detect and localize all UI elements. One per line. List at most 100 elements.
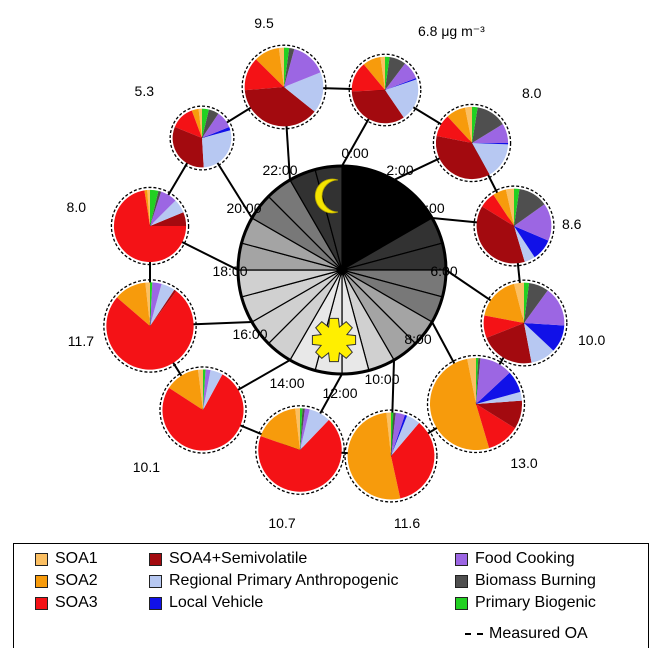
pie-slice-food-cooking: [284, 49, 321, 87]
pie-2000: [169, 105, 235, 171]
legend-swatch: [149, 552, 162, 566]
pie-slice-biomass-burning: [202, 109, 219, 138]
pie-slice-soa1: [278, 47, 284, 87]
clock-dial: [149, 86, 525, 457]
pie-slice-regional-primary-anthropogenic: [150, 200, 184, 226]
pie-total-label: 8.0: [522, 85, 542, 101]
measured-oa-outline: [473, 185, 555, 267]
pie-slice-soa1: [198, 108, 202, 138]
pie-slice-local-vehicle: [514, 226, 549, 258]
clock-time-label: 4:00: [417, 200, 444, 216]
pie-slice-soa1: [295, 408, 300, 450]
clock-time-label: 20:00: [226, 200, 261, 216]
pie-1000: [344, 409, 438, 503]
pie-slice-soa3: [113, 190, 187, 263]
pie-slice-soa3: [483, 315, 524, 338]
pie-slice-soa3: [391, 422, 435, 499]
pie-slice-food-cooking: [391, 412, 405, 456]
legend-label: SOA3: [55, 594, 98, 611]
pie-slice-soa3: [436, 116, 472, 143]
pie-total-label: 6.8 μg m⁻³: [418, 23, 485, 39]
pie-total-label: 13.0: [510, 455, 537, 471]
clock-time-label: 18:00: [212, 263, 247, 279]
pie-slice-soa2: [484, 283, 524, 323]
pie-slice-soa3: [482, 194, 514, 226]
pie-slice-biomass-burning: [150, 190, 162, 226]
legend-item-biomass-burning: Biomass Burning: [455, 571, 596, 591]
pie-slice-soa4-semivolatile: [150, 212, 187, 226]
legend-item-local-vehicle: Local Vehicle: [149, 593, 263, 613]
legend-label: Regional Primary Anthropogenic: [169, 572, 399, 589]
pie-total-label: 8.6: [562, 216, 582, 232]
pie-slice-primary-biogenic: [203, 369, 206, 410]
pie-slice-regional-primary-anthropogenic: [203, 370, 223, 410]
legend-label: SOA2: [55, 572, 98, 589]
legend-item-food-cooking: Food Cooking: [455, 549, 575, 569]
pie-slice-food-cooking: [514, 204, 552, 241]
clock-time-label: 8:00: [404, 331, 431, 347]
pie-slice-local-vehicle: [472, 143, 509, 145]
measured-oa-outline: [432, 103, 512, 183]
pie-slice-soa1: [145, 282, 150, 326]
legend: SOA1 SOA2 SOA3 SOA4+Semivolatile Regional Pr…: [13, 543, 649, 648]
pie-slice-soa4-semivolatile: [150, 289, 177, 326]
clock-time-label: 12:00: [322, 385, 357, 401]
pie-slice-soa2: [116, 282, 150, 326]
pie-1200: [255, 405, 345, 495]
measured-oa-outline: [426, 354, 526, 454]
diurnal-pie-chart: 0:00 2:00 4:00 6:00 8:00 10:00 12:00 14:00 16:00…: [67, 15, 606, 531]
legend-item-primary-biogenic: Primary Biogenic: [455, 593, 596, 613]
legend-label: SOA1: [55, 550, 98, 567]
pie-slice-food-cooking: [300, 408, 310, 450]
pie-slice-regional-primary-anthropogenic: [514, 226, 535, 262]
clock-time-label: 6:00: [430, 263, 457, 279]
measured-oa-outline: [344, 409, 438, 503]
legend-swatch: [35, 574, 48, 588]
pie-slice-primary-biogenic: [391, 412, 394, 456]
pie-200: [432, 103, 512, 183]
measured-oa-outline: [169, 105, 235, 171]
pie-slice-primary-biogenic: [150, 282, 153, 326]
pie-slice-local-vehicle: [385, 77, 417, 90]
pie-slice-biomass-burning: [476, 358, 481, 404]
pie-slice-soa3: [258, 419, 342, 492]
pie-slice-biomass-burning: [385, 57, 406, 90]
measured-oa-outline: [480, 279, 568, 367]
pie-slice-regional-primary-anthropogenic: [391, 415, 420, 456]
pie-slice-soa2: [260, 408, 300, 450]
legend-swatch: [149, 596, 162, 610]
pie-slice-primary-biogenic: [300, 408, 303, 450]
pie-slice-soa2: [363, 57, 385, 90]
pie-total-label: 5.3: [135, 83, 155, 99]
pie-000: [348, 53, 422, 127]
pie-slice-soa2: [493, 189, 514, 226]
pie-slice-food-cooking: [524, 290, 565, 326]
pie-slice-soa2: [447, 107, 472, 143]
pie-slice-soa1: [464, 106, 472, 143]
measured-oa-outline: [159, 366, 247, 454]
pie-total-label: 8.0: [67, 199, 87, 215]
legend-item-measured-oa: Measured OA: [465, 624, 588, 644]
pie-slice-primary-biogenic: [472, 106, 478, 143]
pie-slice-soa4-semivolatile: [351, 90, 404, 124]
clock-time-label: 2:00: [386, 162, 413, 178]
pie-total-label: 9.5: [254, 15, 274, 31]
legend-item-soa2: SOA2: [35, 571, 98, 591]
clock-time-label: 10:00: [364, 371, 399, 387]
pie-1400: [159, 366, 247, 454]
pie-slice-soa1: [380, 56, 385, 90]
measured-oa-outline: [255, 405, 345, 495]
pie-slice-food-cooking: [476, 358, 510, 404]
pie-600: [480, 279, 568, 367]
legend-swatch: [35, 596, 48, 610]
clock-time-label: 14:00: [269, 375, 304, 391]
clock-time-label: 16:00: [232, 326, 267, 342]
pie-slice-soa2: [429, 358, 490, 451]
pie-slice-soa1: [197, 369, 203, 410]
pie-total-label: 10.7: [268, 515, 295, 531]
pie-slice-soa2: [168, 369, 203, 410]
legend-item-soa3: SOA3: [35, 593, 98, 613]
clock-time-label: 22:00: [262, 162, 297, 178]
clock-time-label: 0:00: [341, 145, 368, 161]
pie-slice-soa3: [162, 374, 244, 451]
